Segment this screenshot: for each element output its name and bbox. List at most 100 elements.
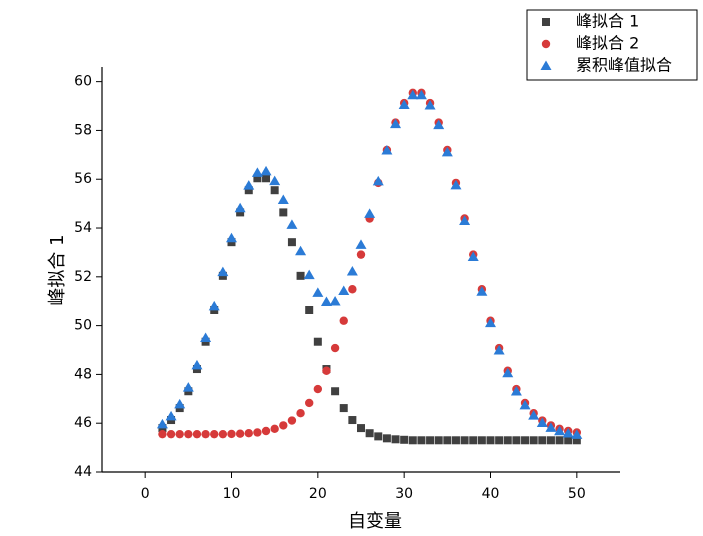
data-point (270, 424, 279, 434)
data-point (554, 425, 566, 436)
data-point (286, 219, 298, 229)
data-point (451, 436, 460, 445)
data-point (339, 404, 348, 413)
data-point (571, 429, 583, 439)
data-point (260, 165, 272, 176)
data-point (279, 208, 288, 217)
y-tick-label: 58 (74, 122, 92, 138)
data-point (355, 239, 367, 249)
data-point (443, 436, 452, 445)
data-point (434, 436, 443, 445)
data-point (287, 416, 297, 425)
legend-marker (541, 39, 551, 49)
data-point (296, 409, 305, 418)
data-point (477, 436, 486, 445)
data-point (208, 300, 220, 311)
y-tick-label: 60 (74, 74, 92, 90)
data-point (450, 179, 462, 190)
data-point (469, 436, 478, 445)
data-point (408, 436, 417, 445)
data-point (510, 385, 522, 396)
data-point (269, 175, 281, 186)
data-point (235, 429, 245, 438)
y-tick-label: 44 (74, 464, 92, 480)
data-point (331, 387, 340, 396)
y-tick-label: 46 (74, 415, 92, 431)
x-tick-label: 40 (482, 486, 500, 502)
x-tick-label: 50 (568, 486, 586, 502)
legend-label: 累积峰值拟合 (576, 56, 672, 75)
y-axis-label: 峰拟合 1 (47, 234, 68, 305)
legend-marker (540, 60, 552, 70)
data-point (433, 119, 445, 130)
data-point (538, 436, 547, 445)
data-point (441, 146, 453, 157)
data-point (460, 436, 469, 445)
data-point (322, 366, 331, 375)
data-point (485, 317, 496, 328)
data-point (226, 232, 237, 243)
data-point (426, 436, 435, 445)
data-point (495, 436, 504, 445)
data-point (382, 434, 391, 443)
data-point (467, 251, 479, 262)
data-point (279, 421, 288, 430)
data-point (312, 287, 324, 297)
data-point (476, 286, 488, 296)
x-axis-label: 自变量 (348, 511, 402, 532)
data-point (346, 265, 358, 276)
data-point (338, 285, 350, 295)
data-point (529, 436, 538, 445)
data-point (166, 429, 176, 439)
data-point (244, 186, 253, 195)
legend-label: 峰拟合 2 (576, 34, 639, 53)
data-point (415, 89, 427, 100)
data-point (528, 410, 540, 420)
data-point (502, 367, 514, 378)
data-point (417, 436, 426, 445)
data-point (165, 410, 177, 421)
data-point (398, 99, 410, 110)
data-point (391, 435, 400, 444)
y-tick-label: 52 (74, 269, 92, 285)
data-point (381, 144, 393, 155)
data-point (546, 436, 555, 445)
data-point (348, 285, 357, 294)
data-point (184, 429, 193, 439)
data-point (424, 100, 436, 110)
data-point (227, 429, 236, 439)
data-point (330, 343, 340, 353)
legend-marker (542, 18, 550, 26)
data-point (320, 296, 332, 306)
data-point (295, 245, 307, 256)
data-point (329, 295, 341, 306)
x-tick-label: 30 (395, 486, 413, 502)
data-point (305, 306, 314, 314)
data-point (348, 416, 357, 425)
data-point (287, 238, 296, 247)
data-point (253, 428, 262, 437)
data-point (200, 332, 212, 343)
data-point (357, 424, 365, 433)
data-point (210, 429, 219, 439)
data-point (262, 174, 271, 183)
y-tick-label: 48 (74, 366, 92, 382)
data-point (217, 266, 229, 277)
data-point (400, 435, 409, 444)
x-tick-label: 20 (309, 486, 327, 502)
data-point (201, 429, 210, 439)
data-point (243, 180, 255, 190)
data-point (545, 422, 557, 432)
data-point (191, 359, 203, 370)
data-point (459, 215, 471, 225)
data-point (390, 118, 402, 129)
data-point (365, 429, 374, 438)
data-point (555, 436, 564, 445)
data-point (261, 426, 271, 436)
data-point (564, 436, 573, 445)
data-point (244, 429, 253, 438)
data-point (519, 399, 531, 410)
data-point (236, 208, 245, 217)
data-point (313, 384, 323, 394)
